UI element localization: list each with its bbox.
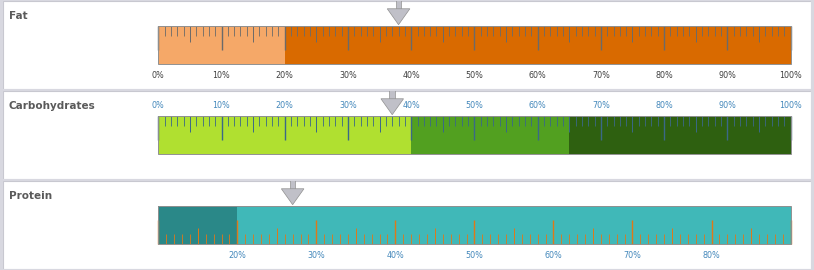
Text: 60%: 60%	[545, 251, 562, 260]
Text: 70%: 70%	[592, 71, 610, 80]
Text: 60%: 60%	[529, 101, 546, 110]
Polygon shape	[282, 189, 304, 205]
Text: 100%: 100%	[779, 101, 802, 110]
Text: 90%: 90%	[719, 71, 737, 80]
Text: 10%: 10%	[212, 101, 230, 110]
Bar	[290, 172, 295, 189]
Text: 50%: 50%	[466, 251, 484, 260]
Bar	[158, 26, 790, 65]
Text: 60%: 60%	[529, 71, 546, 80]
Bar	[569, 116, 790, 154]
Text: 40%: 40%	[402, 101, 420, 110]
Text: 20%: 20%	[276, 101, 294, 110]
Text: Carbohydrates: Carbohydrates	[9, 102, 96, 112]
Text: 30%: 30%	[308, 251, 326, 260]
Bar	[158, 205, 790, 244]
Text: 100%: 100%	[779, 71, 802, 80]
Bar	[238, 205, 790, 244]
Text: 30%: 30%	[339, 101, 357, 110]
Polygon shape	[387, 9, 410, 25]
Text: 40%: 40%	[387, 251, 405, 260]
Text: 10%: 10%	[212, 71, 230, 80]
Text: 80%: 80%	[702, 251, 720, 260]
Text: 80%: 80%	[655, 101, 673, 110]
Text: 20%: 20%	[229, 251, 247, 260]
Text: 80%: 80%	[655, 71, 673, 80]
Text: 70%: 70%	[624, 251, 641, 260]
Text: 50%: 50%	[466, 71, 484, 80]
Text: Fat: Fat	[9, 11, 28, 21]
Bar	[396, 0, 401, 9]
Bar	[158, 116, 790, 154]
Bar	[158, 116, 411, 154]
Bar	[158, 26, 285, 65]
Text: 30%: 30%	[339, 71, 357, 80]
Text: 0%: 0%	[152, 101, 164, 110]
Text: 90%: 90%	[719, 101, 737, 110]
Text: 0%: 0%	[152, 71, 164, 80]
Text: 70%: 70%	[592, 101, 610, 110]
Bar	[411, 116, 569, 154]
Bar	[389, 82, 395, 99]
Polygon shape	[381, 99, 404, 115]
Bar	[285, 26, 790, 65]
Text: 50%: 50%	[466, 101, 484, 110]
Text: 20%: 20%	[276, 71, 294, 80]
Text: Protein: Protein	[9, 191, 52, 201]
Text: 40%: 40%	[402, 71, 420, 80]
Bar	[158, 205, 238, 244]
